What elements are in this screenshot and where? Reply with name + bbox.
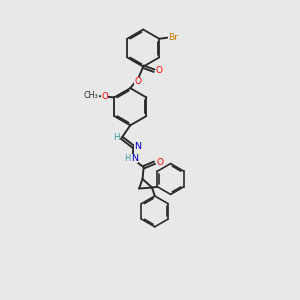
- Text: O: O: [156, 158, 163, 167]
- Text: H: H: [124, 154, 130, 163]
- Text: O: O: [134, 77, 141, 86]
- Text: CH₃: CH₃: [84, 91, 99, 100]
- Text: H: H: [113, 133, 120, 142]
- Text: N: N: [130, 154, 138, 163]
- Text: Br: Br: [168, 33, 178, 42]
- Text: O: O: [101, 92, 108, 101]
- Text: O: O: [156, 66, 163, 75]
- Text: N: N: [134, 142, 141, 151]
